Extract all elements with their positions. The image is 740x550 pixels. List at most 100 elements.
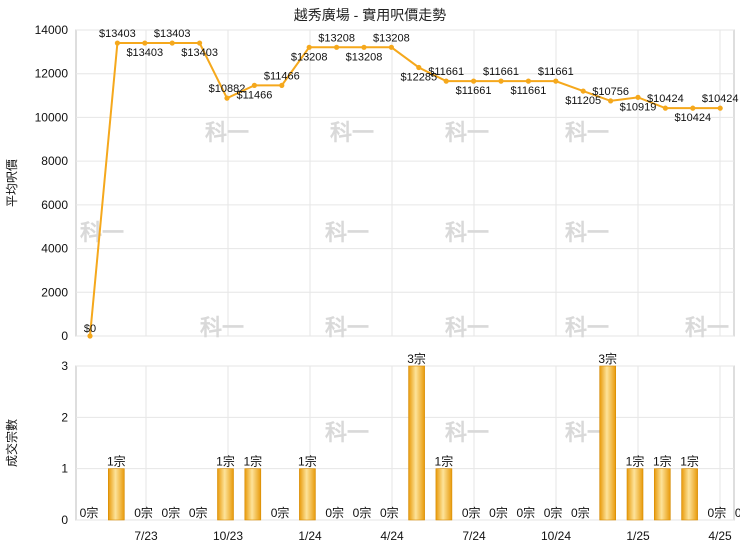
volume-data-label-22: 1宗 bbox=[680, 454, 699, 469]
price-point-12 bbox=[416, 64, 422, 71]
price-data-label-20: $10919 bbox=[620, 101, 657, 113]
price-data-label-15: $11661 bbox=[483, 66, 519, 78]
volume-bar-21 bbox=[653, 468, 671, 521]
watermark-10: 科一 bbox=[445, 315, 489, 340]
volume-data-label-17: 0宗 bbox=[544, 505, 563, 520]
price-data-label-14: $11661 bbox=[456, 85, 492, 97]
price-point-23 bbox=[717, 105, 723, 111]
price-point-19 bbox=[608, 98, 614, 104]
watermark-0: 科一 bbox=[205, 120, 249, 145]
price-point-22 bbox=[690, 105, 696, 111]
volume-data-label-15: 0宗 bbox=[489, 505, 508, 520]
price-data-label-7: $11466 bbox=[264, 70, 300, 82]
price-point-4 bbox=[197, 40, 203, 46]
price-point-20 bbox=[635, 94, 641, 100]
x-tick-7-23: 7/23 bbox=[134, 529, 158, 543]
x-tick-7-24: 7/24 bbox=[462, 529, 486, 543]
volume-data-label-7: 0宗 bbox=[271, 505, 290, 520]
watermark-4: 科一 bbox=[80, 220, 124, 245]
volume-data-label-19: 3宗 bbox=[598, 351, 617, 366]
volume-data-label-18: 0宗 bbox=[571, 505, 590, 520]
price-data-label-5: $10882 bbox=[209, 83, 246, 95]
volume-plot-frame bbox=[75, 365, 735, 521]
x-tick-10-24: 10/24 bbox=[541, 529, 571, 543]
price-point-0 bbox=[87, 333, 93, 339]
volume-data-label-16: 0宗 bbox=[516, 505, 535, 520]
volume-bar-1 bbox=[108, 468, 125, 521]
price-point-14 bbox=[471, 78, 477, 84]
volume-y-tick-3: 3 bbox=[61, 359, 68, 373]
volume-panel: 成交宗數 bbox=[4, 365, 735, 521]
price-y-tick-4000: 4000 bbox=[41, 242, 68, 256]
watermark-8: 科一 bbox=[200, 315, 244, 340]
volume-bar-5 bbox=[217, 468, 234, 521]
volume-data-label-3: 0宗 bbox=[162, 505, 181, 520]
price-point-6 bbox=[251, 82, 257, 88]
volume-data-label-24: 0宗 bbox=[735, 505, 740, 520]
price-point-1 bbox=[114, 40, 120, 46]
volume-data-label-23: 0宗 bbox=[708, 505, 727, 520]
price-point-21 bbox=[662, 105, 669, 111]
price-data-label-6: $11466 bbox=[236, 89, 272, 101]
watermark-12: 科一 bbox=[685, 315, 729, 340]
volume-data-label-8: 1宗 bbox=[298, 454, 317, 469]
volume-data-label-6: 1宗 bbox=[243, 454, 262, 469]
volume-bar-20 bbox=[626, 468, 644, 521]
volume-bar-13 bbox=[435, 468, 453, 521]
volume-y-tick-1: 1 bbox=[61, 462, 68, 476]
x-tick-4-24: 4/24 bbox=[380, 529, 404, 543]
watermark-13: 科一 bbox=[325, 420, 369, 445]
volume-data-label-9: 0宗 bbox=[325, 505, 344, 520]
volume-data-label-2: 0宗 bbox=[134, 505, 153, 520]
price-data-label-4: $13403 bbox=[181, 47, 218, 59]
watermark-11: 科一 bbox=[565, 315, 609, 340]
volume-data-label-5: 1宗 bbox=[216, 454, 235, 469]
price-line bbox=[89, 42, 721, 337]
price-data-label-10: $13208 bbox=[346, 51, 383, 63]
price-y-tick-14000: 14000 bbox=[35, 23, 69, 37]
watermark-7: 科一 bbox=[565, 220, 609, 245]
x-tick-1-25: 1/25 bbox=[626, 529, 650, 543]
price-point-18 bbox=[580, 88, 586, 94]
price-data-label-17: $11661 bbox=[538, 66, 574, 78]
price-data-label-12: $12285 bbox=[400, 71, 437, 83]
volume-data-label-20: 1宗 bbox=[626, 454, 645, 469]
volume-data-label-21: 1宗 bbox=[653, 454, 672, 469]
price-point-9 bbox=[334, 44, 340, 50]
price-data-label-8: $13208 bbox=[291, 51, 328, 63]
volume-y-tick-0: 0 bbox=[61, 513, 68, 527]
volume-y-tick-2: 2 bbox=[61, 410, 68, 424]
x-tick-1-24: 1/24 bbox=[298, 529, 322, 543]
price-y-tick-12000: 12000 bbox=[35, 67, 69, 81]
price-y-axis-label: 平均呎價 bbox=[5, 159, 19, 207]
watermark-6: 科一 bbox=[445, 220, 489, 245]
price-point-17 bbox=[553, 78, 559, 84]
price-point-2 bbox=[142, 40, 148, 46]
price-data-label-16: $11661 bbox=[510, 85, 546, 97]
watermark-2: 科一 bbox=[445, 120, 489, 145]
price-point-8 bbox=[306, 44, 312, 50]
price-y-tick-6000: 6000 bbox=[41, 198, 68, 212]
price-y-tick-2000: 2000 bbox=[41, 285, 68, 299]
price-data-label-21: $10424 bbox=[647, 93, 684, 105]
volume-data-label-0: 0宗 bbox=[80, 505, 99, 520]
price-data-label-1: $13403 bbox=[99, 28, 136, 40]
volume-data-label-11: 0宗 bbox=[380, 505, 399, 520]
price-data-label-9: $13208 bbox=[318, 32, 355, 44]
volume-bar-12 bbox=[408, 365, 425, 521]
price-plot-frame bbox=[75, 29, 735, 337]
price-point-10 bbox=[361, 44, 367, 50]
price-data-label-2: $13403 bbox=[126, 47, 163, 59]
price-point-13 bbox=[443, 78, 449, 84]
price-point-7 bbox=[279, 82, 285, 88]
volume-data-label-13: 1宗 bbox=[435, 454, 454, 469]
x-tick-10-23: 10/23 bbox=[213, 529, 243, 543]
price-data-label-3: $13403 bbox=[154, 28, 191, 40]
watermark-5: 科一 bbox=[325, 220, 369, 245]
price-y-tick-0: 0 bbox=[61, 329, 68, 343]
watermark-9: 科一 bbox=[325, 315, 369, 340]
volume-bar-19 bbox=[599, 365, 617, 521]
volume-data-label-4: 0宗 bbox=[189, 505, 208, 520]
